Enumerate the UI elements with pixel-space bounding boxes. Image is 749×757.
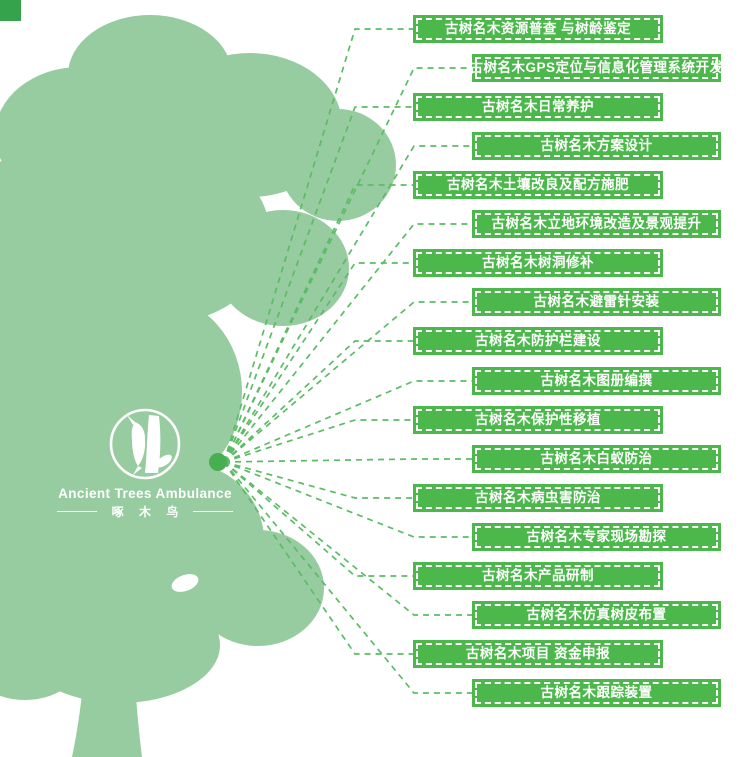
service-banner: 古树名木专家现场勘探 — [472, 523, 721, 551]
service-banner: 古树名木方案设计 — [472, 132, 721, 160]
connector-line — [223, 184, 415, 463]
service-label: 古树名木资源普查 与树龄鉴定 — [444, 20, 632, 36]
service-banner: 古树名木项目 资金申报 — [413, 640, 663, 668]
connector-line — [223, 340, 415, 463]
service-label: 古树名木仿真树皮布置 — [526, 606, 667, 622]
service-label: 古树名木病虫害防治 — [475, 489, 601, 505]
service-banner: 古树名木图册编撰 — [472, 367, 721, 395]
logo-subtitle-text: 啄 木 鸟 — [111, 505, 185, 519]
service-label: 古树名木白蚁防治 — [540, 450, 653, 466]
connector-line — [223, 419, 415, 463]
corner-accent-square — [0, 0, 21, 21]
connector-lines — [223, 28, 474, 694]
service-label: 古树名木避雷针安装 — [533, 293, 660, 309]
service-banner: 古树名木病虫害防治 — [413, 484, 663, 512]
service-banner: 古树名木仿真树皮布置 — [472, 601, 721, 629]
service-label: 古树名木专家现场勘探 — [526, 528, 667, 544]
service-label: 古树名木日常养护 — [482, 98, 594, 114]
service-label: 古树名木跟踪装置 — [540, 684, 653, 700]
service-label: 古树名木保护性移植 — [475, 411, 601, 427]
connector-line — [223, 28, 415, 463]
connector-line — [223, 461, 474, 616]
service-banner: 古树名木日常养护 — [413, 93, 663, 121]
woodpecker-on-trunk-icon — [109, 408, 181, 480]
subtitle-left-rule — [56, 510, 97, 513]
connector-line — [223, 461, 474, 694]
subtitle-right-rule — [193, 510, 234, 513]
service-label: 古树名木GPS定位与信息化管理系统开发 — [469, 59, 724, 75]
service-banner: 古树名木资源普查 与树龄鉴定 — [413, 15, 663, 43]
connector-line — [223, 67, 474, 463]
service-label: 古树名木项目 资金申报 — [465, 645, 611, 661]
service-banner: 古树名木树洞修补 — [413, 249, 663, 277]
service-label: 古树名木土壤改良及配方施肥 — [447, 176, 629, 192]
service-banner: 古树名木防护栏建设 — [413, 327, 663, 355]
connector-line — [223, 458, 474, 463]
service-banner: 古树名木GPS定位与信息化管理系统开发 — [469, 54, 724, 82]
connector-line — [223, 461, 415, 577]
connector-line — [223, 262, 415, 463]
connector-line — [223, 461, 474, 538]
connector-line — [223, 461, 415, 499]
tree-trunk — [72, 588, 142, 757]
service-banner: 古树名木白蚁防治 — [472, 445, 721, 473]
logo: Ancient Trees Ambulance 啄 木 鸟 — [25, 400, 265, 530]
service-label: 古树名木方案设计 — [540, 137, 653, 153]
logo-title: Ancient Trees Ambulance — [58, 486, 232, 501]
service-banner: 古树名木避雷针安装 — [472, 288, 721, 316]
service-banner: 古树名木保护性移植 — [413, 406, 663, 434]
service-banner: 古树名木跟踪装置 — [472, 679, 721, 707]
service-label: 古树名木产品研制 — [482, 567, 594, 583]
connector-line — [223, 145, 474, 463]
connector-line — [223, 301, 474, 463]
tree-silhouette — [0, 15, 396, 757]
service-label: 古树名木立地环境改造及景观提升 — [491, 215, 702, 231]
connector-line — [223, 223, 474, 463]
service-label: 古树名木树洞修补 — [482, 254, 594, 270]
service-label: 古树名木防护栏建设 — [475, 332, 601, 348]
connector-line — [223, 380, 474, 463]
connector-line — [223, 461, 415, 655]
service-banner: 古树名木土壤改良及配方施肥 — [413, 171, 663, 199]
hub-dot — [209, 453, 227, 471]
connector-line — [223, 106, 415, 463]
service-banner: 古树名木立地环境改造及景观提升 — [472, 210, 721, 238]
logo-subtitle: 啄 木 鸟 — [25, 503, 265, 520]
service-banner: 古树名木产品研制 — [413, 562, 663, 590]
service-label: 古树名木图册编撰 — [540, 372, 653, 388]
